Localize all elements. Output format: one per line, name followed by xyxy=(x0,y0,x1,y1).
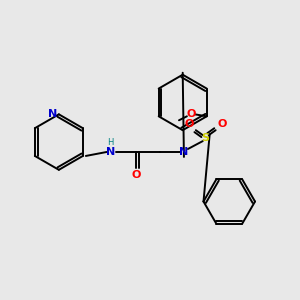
Text: O: O xyxy=(186,109,196,119)
Text: N: N xyxy=(106,147,115,157)
Text: O: O xyxy=(218,119,227,129)
Text: O: O xyxy=(184,119,194,129)
Text: O: O xyxy=(132,170,141,180)
Text: N: N xyxy=(48,109,57,119)
Text: H: H xyxy=(107,138,114,147)
Text: S: S xyxy=(202,133,210,143)
Text: N: N xyxy=(179,147,189,157)
